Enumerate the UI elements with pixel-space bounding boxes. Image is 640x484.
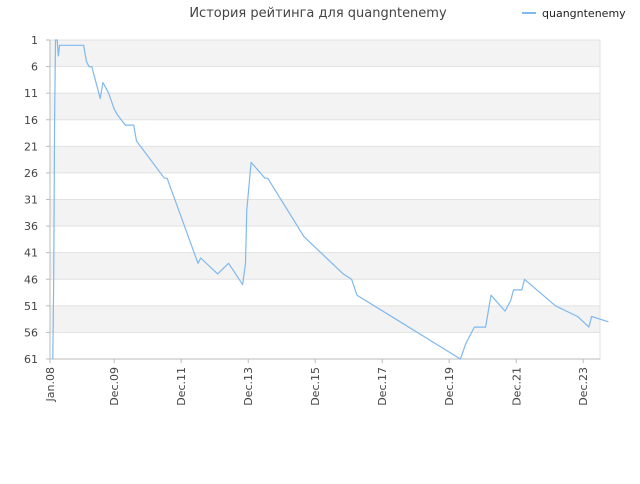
grid-bands xyxy=(49,39,601,360)
y-tick-label: 1 xyxy=(31,34,38,47)
grid-band xyxy=(50,226,600,253)
y-tick-label: 61 xyxy=(24,353,38,366)
y-tick-label: 6 xyxy=(31,61,38,74)
x-tick-label: Dec.09 xyxy=(108,367,121,406)
grid-band xyxy=(50,146,600,173)
grid-band xyxy=(50,332,600,359)
grid-band xyxy=(50,66,600,94)
y-tick-label: 56 xyxy=(24,326,38,339)
y-tick-label: 26 xyxy=(24,167,38,180)
x-tick-label: Dec.19 xyxy=(443,367,456,406)
legend[interactable]: quangntenemy xyxy=(522,7,626,20)
legend-label-quangntenemy: quangntenemy xyxy=(542,7,626,20)
grid-band xyxy=(50,40,600,67)
y-tick-label: 36 xyxy=(24,220,38,233)
x-tick-label: Dec.13 xyxy=(242,367,255,406)
series-line-quangntenemy xyxy=(52,39,609,360)
grid-band xyxy=(50,279,600,306)
y-tick-label: 16 xyxy=(24,114,38,127)
x-tick-label: Dec.21 xyxy=(510,367,523,406)
y-tick-label: 21 xyxy=(24,140,38,153)
y-tick-label: 41 xyxy=(24,247,38,260)
grid-band xyxy=(50,119,600,147)
x-axis-ticks: Jan.08 Dec.09 Dec.11 Dec.13 Dec.15 Dec.17 Dec.… xyxy=(44,359,590,406)
x-tick-label: Dec.11 xyxy=(175,367,188,406)
y-tick-label: 46 xyxy=(24,273,38,286)
y-tick-label: 51 xyxy=(24,300,38,313)
grid-band xyxy=(50,93,600,120)
x-tick-label: Dec.15 xyxy=(309,367,322,406)
x-tick-label: Dec.23 xyxy=(577,367,590,406)
y-tick-label: 11 xyxy=(24,87,38,100)
x-tick-label: Dec.17 xyxy=(376,367,389,406)
grid-band xyxy=(50,305,600,333)
grid-band xyxy=(50,199,600,227)
grid-band xyxy=(50,172,600,200)
y-tick-label: 31 xyxy=(24,194,38,207)
x-tick-label: Jan.08 xyxy=(44,367,57,402)
chart-title: История рейтинга для quangntenemy xyxy=(189,6,447,21)
